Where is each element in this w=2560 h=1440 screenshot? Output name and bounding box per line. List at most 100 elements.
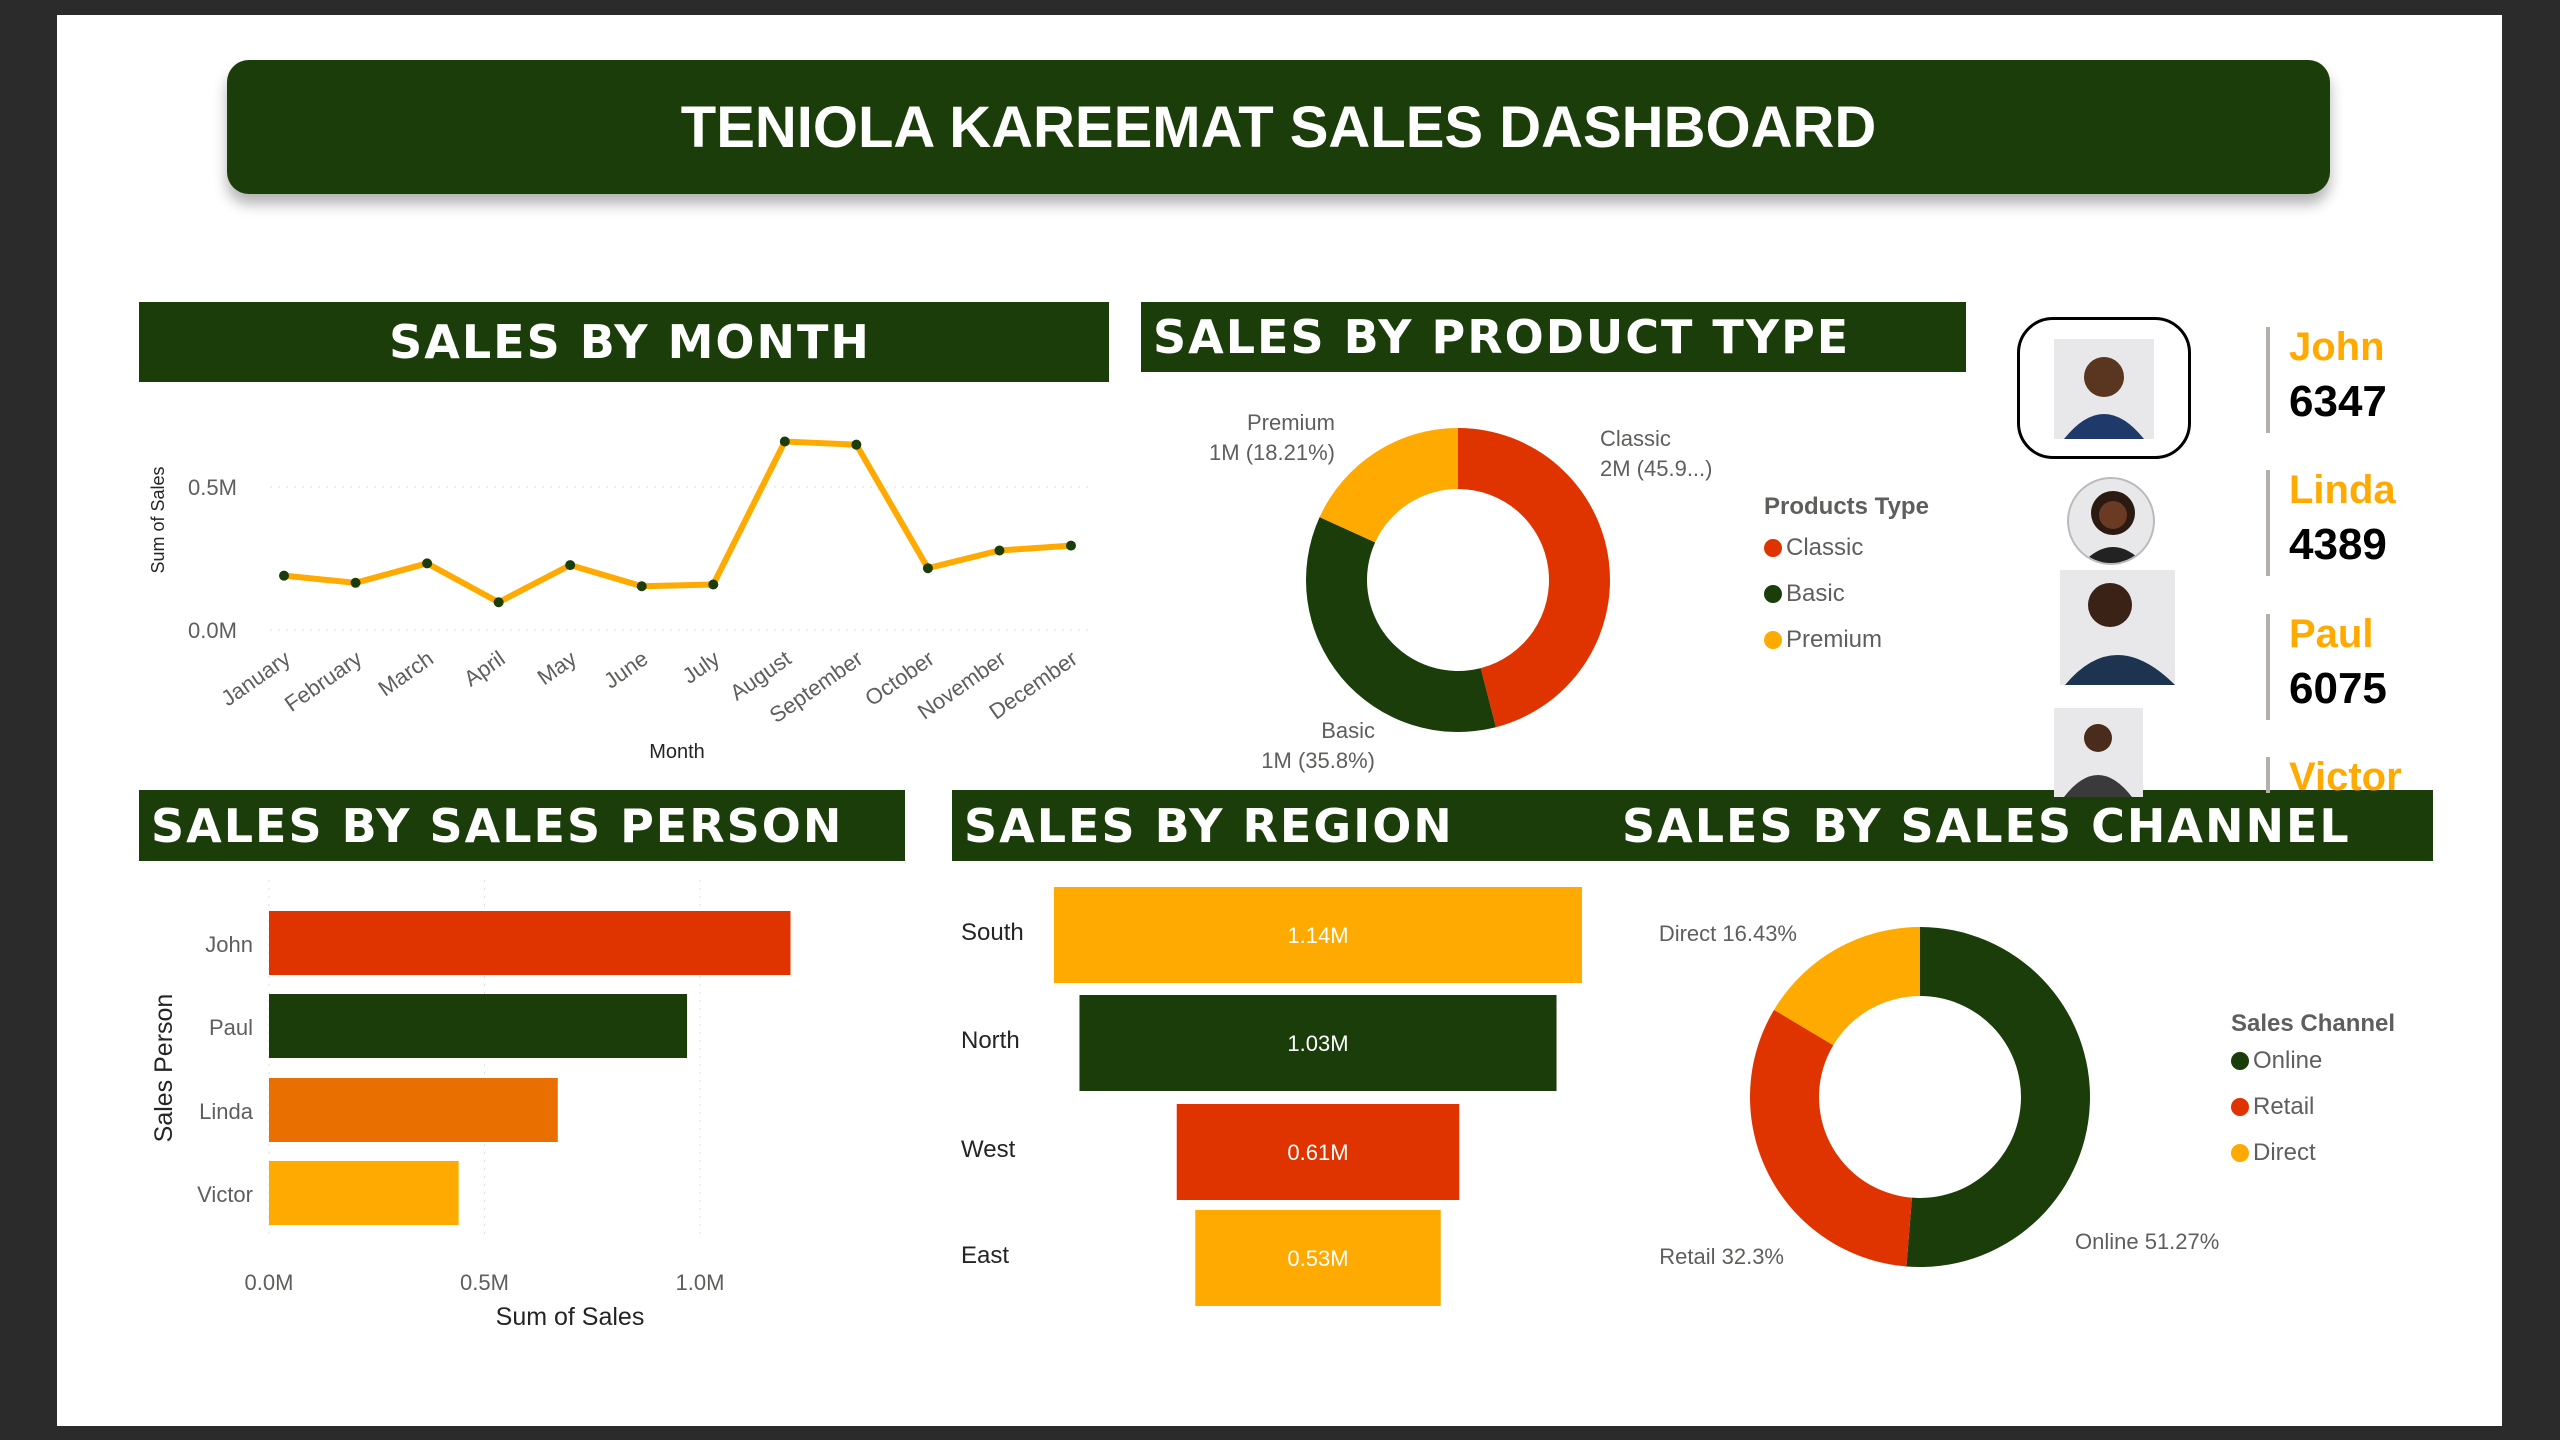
- legend-dot-icon: [1764, 585, 1782, 603]
- card-divider: [2266, 614, 2270, 720]
- funnel-value-label: 1.14M: [1287, 923, 1348, 948]
- y-tick-label: Victor: [197, 1182, 253, 1207]
- data-point: [922, 563, 933, 574]
- y-axis-title: Sum of Sales: [148, 466, 168, 573]
- slice-online: [1906, 927, 2090, 1267]
- legend-item-retail[interactable]: Retail: [2231, 1084, 2395, 1130]
- person-name: Victor: [2289, 755, 2402, 799]
- legend-item-online[interactable]: Online: [2231, 1038, 2395, 1084]
- funnel-value-label: 1.03M: [1287, 1031, 1348, 1056]
- legend-label: Retail: [2253, 1093, 2315, 1120]
- slice-premium: [1319, 428, 1458, 543]
- bar-victor: [269, 1161, 459, 1225]
- y-tick-label: 0.0M: [188, 618, 237, 643]
- legend-item-direct[interactable]: Direct: [2231, 1130, 2395, 1176]
- legend-dot-icon: [1764, 631, 1782, 649]
- legend-dot-icon: [1764, 539, 1782, 557]
- x-tick-label: June: [599, 646, 652, 694]
- slice-label-name: Premium: [1247, 410, 1335, 435]
- legend-label: Direct: [2253, 1139, 2316, 1166]
- x-tick-label: March: [374, 646, 438, 702]
- person-name: John: [2289, 325, 2385, 369]
- x-tick-label: 0.5M: [460, 1270, 509, 1295]
- legend-dot-icon: [2231, 1144, 2249, 1162]
- slice-retail: [1750, 1009, 1912, 1267]
- funnel-category-label: East: [961, 1242, 1009, 1269]
- salesperson-card-list[interactable]: John 6347 Linda 4389 Paul 6075 Victor: [2017, 305, 2447, 805]
- sales-by-region-header: SALES BY REGION: [952, 790, 2433, 861]
- data-point: [994, 545, 1005, 556]
- y-tick-label: Linda: [199, 1099, 254, 1124]
- linda-photo[interactable]: [2067, 477, 2155, 565]
- card-divider: [2266, 757, 2270, 793]
- victor-photo[interactable]: [2054, 708, 2143, 797]
- y-axis-title: Sales Person: [150, 994, 178, 1143]
- data-point: [636, 581, 647, 592]
- data-point: [708, 579, 719, 590]
- legend-dot-icon: [2231, 1052, 2249, 1070]
- sales-by-person-header: SALES BY SALES PERSON: [139, 790, 905, 861]
- x-tick-label: May: [533, 646, 581, 690]
- y-tick-label: John: [205, 932, 253, 957]
- slice-label-value: 1M (35.8%): [1261, 748, 1375, 773]
- data-point: [565, 560, 576, 571]
- data-point: [422, 558, 433, 569]
- data-point: [279, 570, 289, 581]
- slice-label-value: 1M (18.21%): [1209, 440, 1335, 465]
- legend-item-classic[interactable]: Classic: [1764, 525, 1929, 571]
- x-tick-label: 1.0M: [676, 1270, 725, 1295]
- card-divider: [2266, 470, 2270, 576]
- slice-label-value: 2M (45.9...): [1600, 456, 1712, 481]
- slice-label: Retail 32.3%: [1659, 1244, 1784, 1269]
- product-legend-title: Products Type: [1764, 493, 1929, 520]
- x-tick-label: July: [678, 646, 724, 689]
- person-name: Linda: [2289, 468, 2396, 512]
- john-photo[interactable]: [2054, 339, 2154, 439]
- data-point: [851, 439, 862, 450]
- funnel-bar-east: [1195, 1210, 1441, 1306]
- person-sales-count: 4389: [2289, 520, 2387, 569]
- data-point: [350, 577, 361, 588]
- selected-card-frame: [2017, 317, 2191, 459]
- legend-item-premium[interactable]: Premium: [1764, 617, 1929, 663]
- funnel-bar-south: [1054, 887, 1582, 983]
- bar-john: [269, 911, 791, 975]
- slice-label-name: Classic: [1600, 426, 1671, 451]
- paul-photo[interactable]: [2060, 570, 2175, 685]
- y-tick-label: Paul: [209, 1015, 253, 1040]
- x-tick-label: 0.0M: [245, 1270, 294, 1295]
- slice-label: Direct 16.43%: [1659, 921, 1797, 946]
- sales-by-channel-header: SALES BY SALES CHANNEL: [1622, 798, 2351, 853]
- legend-item-basic[interactable]: Basic: [1764, 571, 1929, 617]
- sales-by-month-header: SALES BY MONTH: [139, 302, 1109, 382]
- funnel-category-label: West: [961, 1136, 1016, 1163]
- slice-classic: [1458, 428, 1610, 728]
- x-axis-title: Sum of Sales: [496, 1303, 645, 1331]
- bar-linda: [269, 1078, 558, 1142]
- x-tick-label: April: [459, 646, 509, 692]
- funnel-bar-north: [1079, 995, 1557, 1091]
- dashboard-title: TENIOLA KAREEMAT SALES DASHBOARD: [227, 60, 2330, 194]
- data-point: [779, 436, 790, 447]
- card-divider: [2266, 327, 2270, 433]
- dashboard-canvas: TENIOLA KAREEMAT SALES DASHBOARD SALES B…: [57, 15, 2502, 1426]
- legend-label: Online: [2253, 1047, 2323, 1074]
- funnel-category-label: South: [961, 919, 1024, 946]
- channel-legend: Sales Channel Online Retail Direct: [2231, 1010, 2395, 1176]
- sales-line: [283, 438, 1072, 606]
- person-sales-count: 6075: [2289, 664, 2387, 713]
- sales-by-product-header: SALES BY PRODUCT TYPE: [1141, 302, 1966, 372]
- legend-dot-icon: [2231, 1098, 2249, 1116]
- legend-label: Premium: [1786, 626, 1883, 653]
- y-tick-label: 0.5M: [188, 475, 237, 500]
- data-point: [1066, 540, 1076, 551]
- slice-label: Online 51.27%: [2075, 1229, 2219, 1254]
- person-sales-count: 6347: [2289, 377, 2387, 426]
- bar-paul: [269, 994, 688, 1058]
- slice-direct: [1774, 927, 1920, 1046]
- legend-label: Basic: [1786, 580, 1845, 607]
- x-axis-title: Month: [649, 741, 705, 763]
- person-name: Paul: [2289, 612, 2374, 656]
- funnel-value-label: 0.53M: [1287, 1246, 1348, 1271]
